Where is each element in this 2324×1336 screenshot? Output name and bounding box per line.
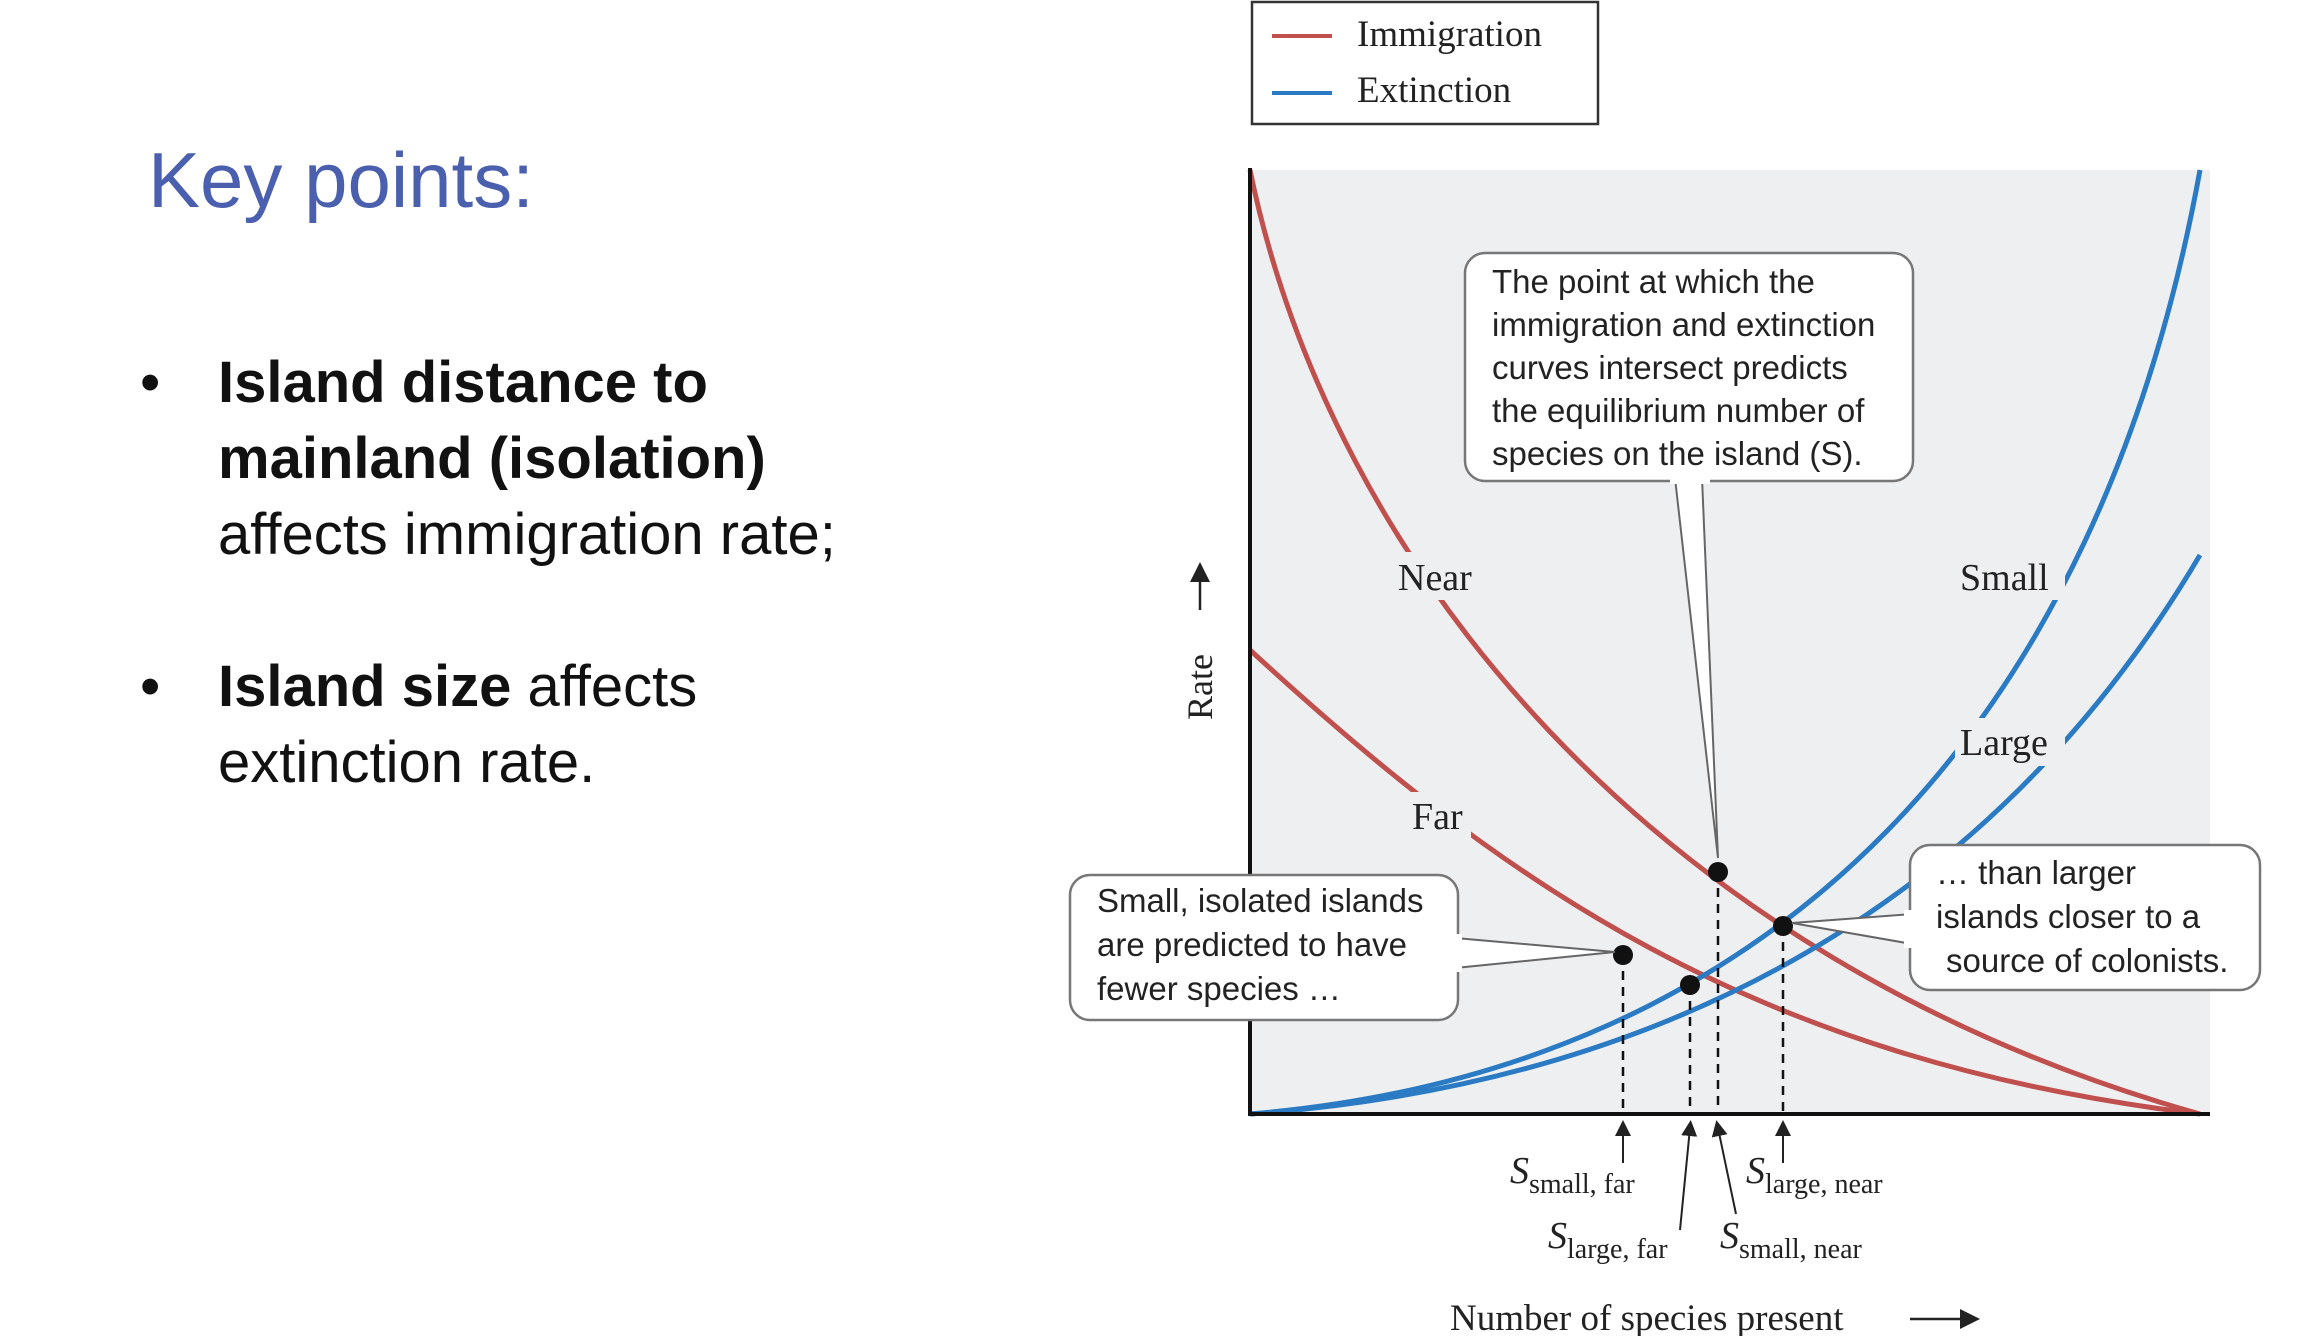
legend-box <box>1250 0 1600 126</box>
bullet-item-size: • Island size affects extinction rate. <box>140 649 940 801</box>
bullet-text: affects immigration rate; <box>218 502 836 567</box>
large-label-bg <box>1955 718 2065 766</box>
callout-top-text: The point at which the immigration and e… <box>1492 263 1885 472</box>
equilibrium-point-large-far <box>1680 975 1700 995</box>
x-axis-label: Number of species present <box>1450 1298 1844 1336</box>
s-small-near-arrow <box>1711 1120 1737 1215</box>
s-large-far-label: Slarge, far <box>1548 1215 1668 1265</box>
legend: Immigration Extinction <box>1250 0 1600 126</box>
extinction-small-curve <box>1249 169 2203 1117</box>
bullet-marker: • <box>140 654 161 719</box>
far-label-bg <box>1405 792 1471 840</box>
immigration-near-curve <box>1247 169 2201 1117</box>
small-label: Small <box>1960 557 2049 599</box>
small-label-bg <box>1955 552 2065 600</box>
slide-title: Key points: <box>148 136 534 224</box>
callout-top: The point at which the immigration and e… <box>1463 251 1915 859</box>
legend-immigration-label: Immigration <box>1357 14 1542 55</box>
s-small-far-label: Ssmall, far <box>1510 1150 1635 1200</box>
large-label: Large <box>1960 722 2048 764</box>
bullet-marker: • <box>140 350 161 415</box>
equilibrium-point-small-near <box>1708 862 1728 882</box>
bullet-bold-text: Island distance to mainland (isolation) <box>218 350 766 491</box>
callout-right-text: … than larger islands closer to a source… <box>1936 854 2228 979</box>
equilibrium-point-small-far <box>1613 945 1633 965</box>
legend-extinction-label: Extinction <box>1357 70 1511 111</box>
extinction-large-curve <box>1249 553 2203 1117</box>
callout-left: Small, isolated islands are predicted to… <box>1068 873 1616 1022</box>
far-label: Far <box>1412 796 1463 838</box>
near-label: Near <box>1398 557 1472 599</box>
immigration-far-curve <box>1248 648 2201 1117</box>
bullet-list: • Island distance to mainland (isolation… <box>140 345 940 877</box>
callout-right: … than larger islands closer to a source… <box>1791 843 2262 992</box>
bullet-text: affects extinction rate. <box>218 654 698 795</box>
bullet-bold-text: Island size <box>218 654 512 719</box>
callout-right-joint <box>1904 910 1916 948</box>
callout-left-text: Small, isolated islands are predicted to… <box>1097 882 1433 1007</box>
equilibrium-point-large-near <box>1773 916 1793 936</box>
near-label-bg <box>1392 552 1488 600</box>
bullet-item-isolation: • Island distance to mainland (isolation… <box>140 345 940 573</box>
s-large-far-arrow <box>1679 1120 1698 1231</box>
callout-left-joint <box>1450 934 1462 972</box>
callout-top-joint <box>1670 472 1710 484</box>
s-large-near-label: Slarge, near <box>1746 1150 1883 1200</box>
y-axis-label: Rate <box>1180 654 1220 720</box>
s-small-near-label: Ssmall, near <box>1720 1215 1863 1265</box>
